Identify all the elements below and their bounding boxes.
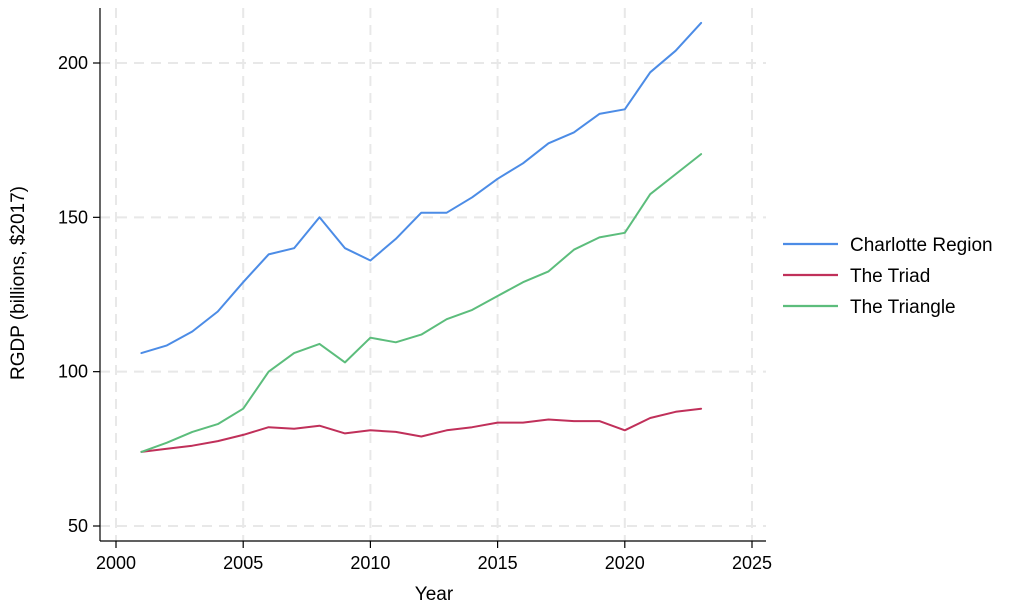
y-tick-label: 100 xyxy=(58,362,88,382)
x-tick-label: 2000 xyxy=(96,553,136,573)
legend-label-the-triad: The Triad xyxy=(850,266,930,287)
legend-label-charlotte-region: Charlotte Region xyxy=(850,235,993,256)
series-line-charlotte-region xyxy=(140,21,703,355)
grid xyxy=(100,8,766,541)
legend-label-the-triangle: The Triangle xyxy=(850,297,956,318)
legend: Charlotte Region The Triad The Triangle xyxy=(783,235,993,318)
y-tick-label: 200 xyxy=(58,53,88,73)
series xyxy=(140,21,703,453)
x-tick-label: 2025 xyxy=(732,553,772,573)
y-tick-label: 50 xyxy=(68,516,88,536)
y-axis-title: RGDP (billions, $2017) xyxy=(8,186,29,380)
x-tick-label: 2005 xyxy=(223,553,263,573)
axes xyxy=(99,8,766,542)
tick-labels: 2000 2005 2010 2015 2020 2025 50 100 150 200 xyxy=(58,53,772,573)
x-tick-label: 2015 xyxy=(478,553,518,573)
x-tick-label: 2010 xyxy=(350,553,390,573)
series-line-the-triad xyxy=(140,407,703,453)
series-line-the-triangle xyxy=(140,153,703,453)
x-tick-label: 2020 xyxy=(605,553,645,573)
x-axis-title: Year xyxy=(415,584,454,605)
y-tick-label: 150 xyxy=(58,207,88,227)
